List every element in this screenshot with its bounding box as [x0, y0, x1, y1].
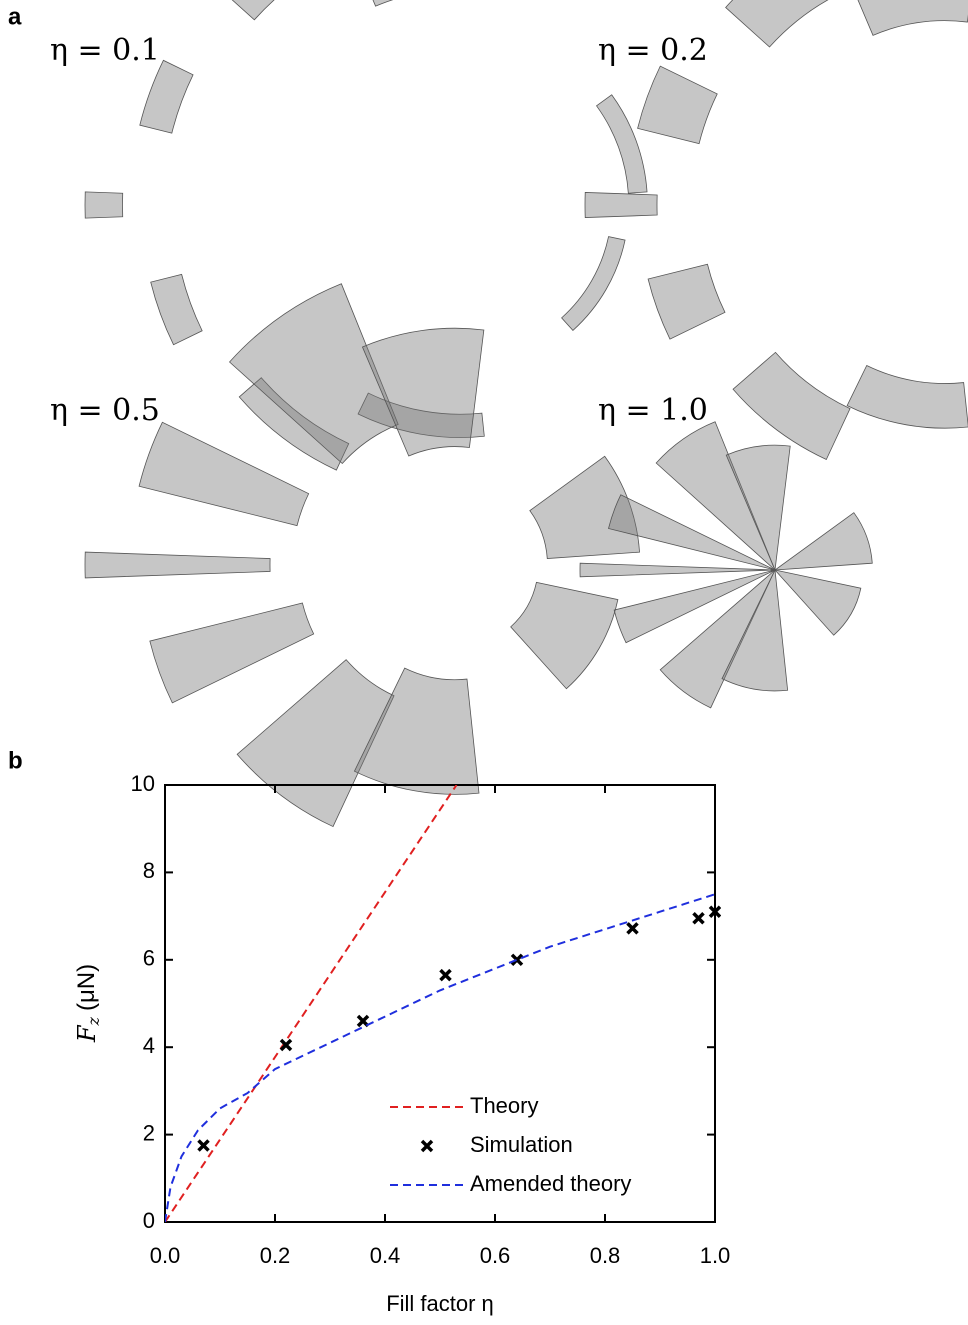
- x-axis-label: Fill factor η: [386, 1291, 494, 1316]
- sector: [579, 562, 776, 578]
- sector: [659, 569, 776, 709]
- sector: [139, 59, 194, 134]
- panel-letter: a: [8, 3, 22, 30]
- plot-area: [165, 785, 721, 1222]
- panel-title: η = 0.1: [50, 33, 160, 68]
- sector: [613, 569, 776, 644]
- sector: [846, 364, 968, 429]
- legend-label: Theory: [470, 1093, 538, 1118]
- y-tick-label: 4: [143, 1033, 155, 1058]
- plot-frame: [164, 784, 716, 1223]
- marker: [708, 905, 721, 918]
- sector: [732, 351, 851, 461]
- sector: [84, 191, 124, 219]
- y-axis-label: Fz (μN): [73, 964, 103, 1043]
- series-line: [165, 893, 716, 1222]
- x-tick-label: 0.6: [480, 1243, 511, 1268]
- panel-title: η = 0.5: [50, 393, 160, 428]
- sector: [721, 568, 789, 692]
- sector: [857, 0, 968, 36]
- sector: [228, 283, 399, 465]
- y-tick-label: 10: [131, 771, 155, 796]
- legend-label: Simulation: [470, 1132, 573, 1157]
- y-tick-label: 6: [143, 946, 155, 971]
- sector: [608, 494, 776, 571]
- sector: [595, 94, 648, 194]
- marker: [356, 1014, 370, 1028]
- sector: [647, 263, 726, 340]
- legend-marker: [420, 1139, 434, 1153]
- sector: [561, 236, 626, 331]
- marker: [279, 1038, 293, 1052]
- x-tick-label: 0.2: [260, 1243, 291, 1268]
- marker: [510, 953, 524, 967]
- y-tick-label: 0: [143, 1208, 155, 1233]
- y-label-symbol: F: [73, 1024, 101, 1043]
- y-tick-label: 2: [143, 1120, 155, 1145]
- sector: [372, 0, 394, 7]
- sector: [584, 192, 658, 218]
- sector: [353, 667, 480, 795]
- x-tick-label: 1.0: [700, 1243, 731, 1268]
- x-tick-label: 0.8: [590, 1243, 621, 1268]
- marker: [692, 912, 705, 925]
- sector: [655, 421, 776, 571]
- sector: [150, 273, 203, 346]
- legend-label: Amended theory: [470, 1171, 631, 1196]
- sector: [725, 444, 791, 572]
- panel-title: η = 1.0: [598, 393, 708, 428]
- sector: [231, 0, 275, 21]
- y-tick-label: 8: [143, 858, 155, 883]
- marker: [626, 922, 639, 935]
- y-label-subscript: z: [84, 1016, 103, 1026]
- x-tick-label: 0.4: [370, 1243, 401, 1268]
- x-tick-label: 0.0: [150, 1243, 181, 1268]
- sector: [637, 65, 718, 145]
- sector: [149, 602, 315, 704]
- sector: [773, 569, 862, 636]
- sector: [725, 0, 829, 48]
- sector: [361, 327, 485, 457]
- illustrations: [84, 0, 968, 828]
- panel-title: η = 0.2: [598, 33, 708, 68]
- sector: [529, 455, 640, 559]
- panel-letter: b: [8, 747, 23, 774]
- sector: [510, 581, 619, 690]
- series-line: [165, 785, 458, 1222]
- marker: [197, 1139, 210, 1152]
- marker: [439, 968, 452, 982]
- sector: [84, 551, 271, 579]
- sector: [238, 377, 350, 471]
- sector: [773, 512, 873, 571]
- sector: [138, 421, 310, 527]
- y-label-unit: (μN): [73, 964, 100, 1011]
